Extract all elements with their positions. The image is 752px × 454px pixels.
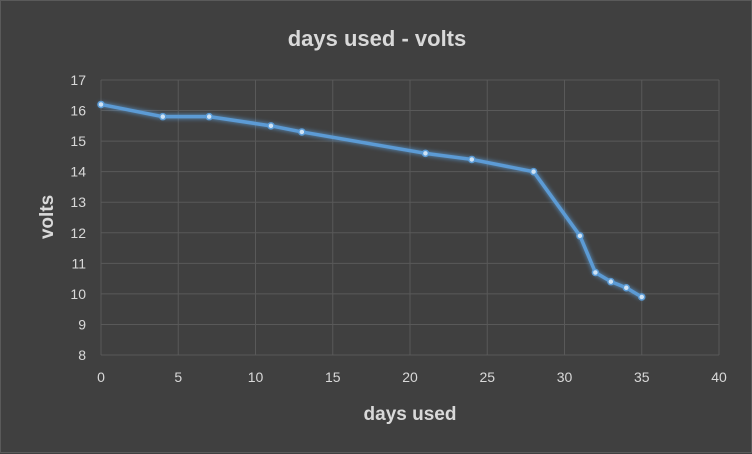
- data-point: [591, 268, 600, 277]
- x-tick-label: 10: [248, 369, 264, 385]
- series-line: [99, 102, 644, 299]
- x-tick-label: 5: [174, 369, 182, 385]
- x-tick-label: 20: [402, 369, 418, 385]
- data-point: [576, 232, 584, 240]
- data-point: [159, 112, 167, 121]
- series-layer: [97, 100, 646, 301]
- y-tick-label: 15: [70, 133, 86, 149]
- y-tick-label: 10: [70, 286, 86, 302]
- x-tick-label: 0: [97, 369, 105, 385]
- y-tick-label: 14: [70, 164, 86, 180]
- data-point: [622, 284, 631, 292]
- data-point: [607, 277, 615, 286]
- y-tick-label: 12: [70, 225, 86, 241]
- x-tick-label: 40: [711, 369, 727, 385]
- y-tick-label: 8: [78, 347, 86, 363]
- y-tick-label: 16: [70, 103, 86, 119]
- data-point: [421, 149, 430, 158]
- chart-title: days used - volts: [288, 26, 467, 51]
- y-tick-label: 9: [78, 316, 86, 332]
- data-point: [638, 293, 646, 301]
- gridlines: [100, 79, 720, 356]
- x-tick-label: 25: [479, 369, 495, 385]
- x-axis-label: days used: [364, 404, 457, 425]
- data-point: [298, 128, 306, 136]
- data-point: [205, 112, 213, 121]
- y-tick-label: 17: [70, 72, 86, 88]
- x-tick-label: 30: [557, 369, 573, 385]
- data-point: [468, 155, 476, 164]
- data-point: [529, 167, 538, 176]
- y-axis-label: volts: [37, 195, 58, 239]
- y-tick-label: 11: [71, 255, 86, 271]
- y-tick-label: 13: [70, 194, 86, 210]
- x-tick-label: 15: [325, 369, 341, 385]
- x-tick-label: 35: [634, 369, 650, 385]
- data-point: [97, 100, 105, 109]
- tick-labels: 0 5 10 15 20 25 30 35 40 8 9 10 11 12 13 14 15 16 17: [70, 72, 727, 385]
- data-point: [267, 122, 275, 130]
